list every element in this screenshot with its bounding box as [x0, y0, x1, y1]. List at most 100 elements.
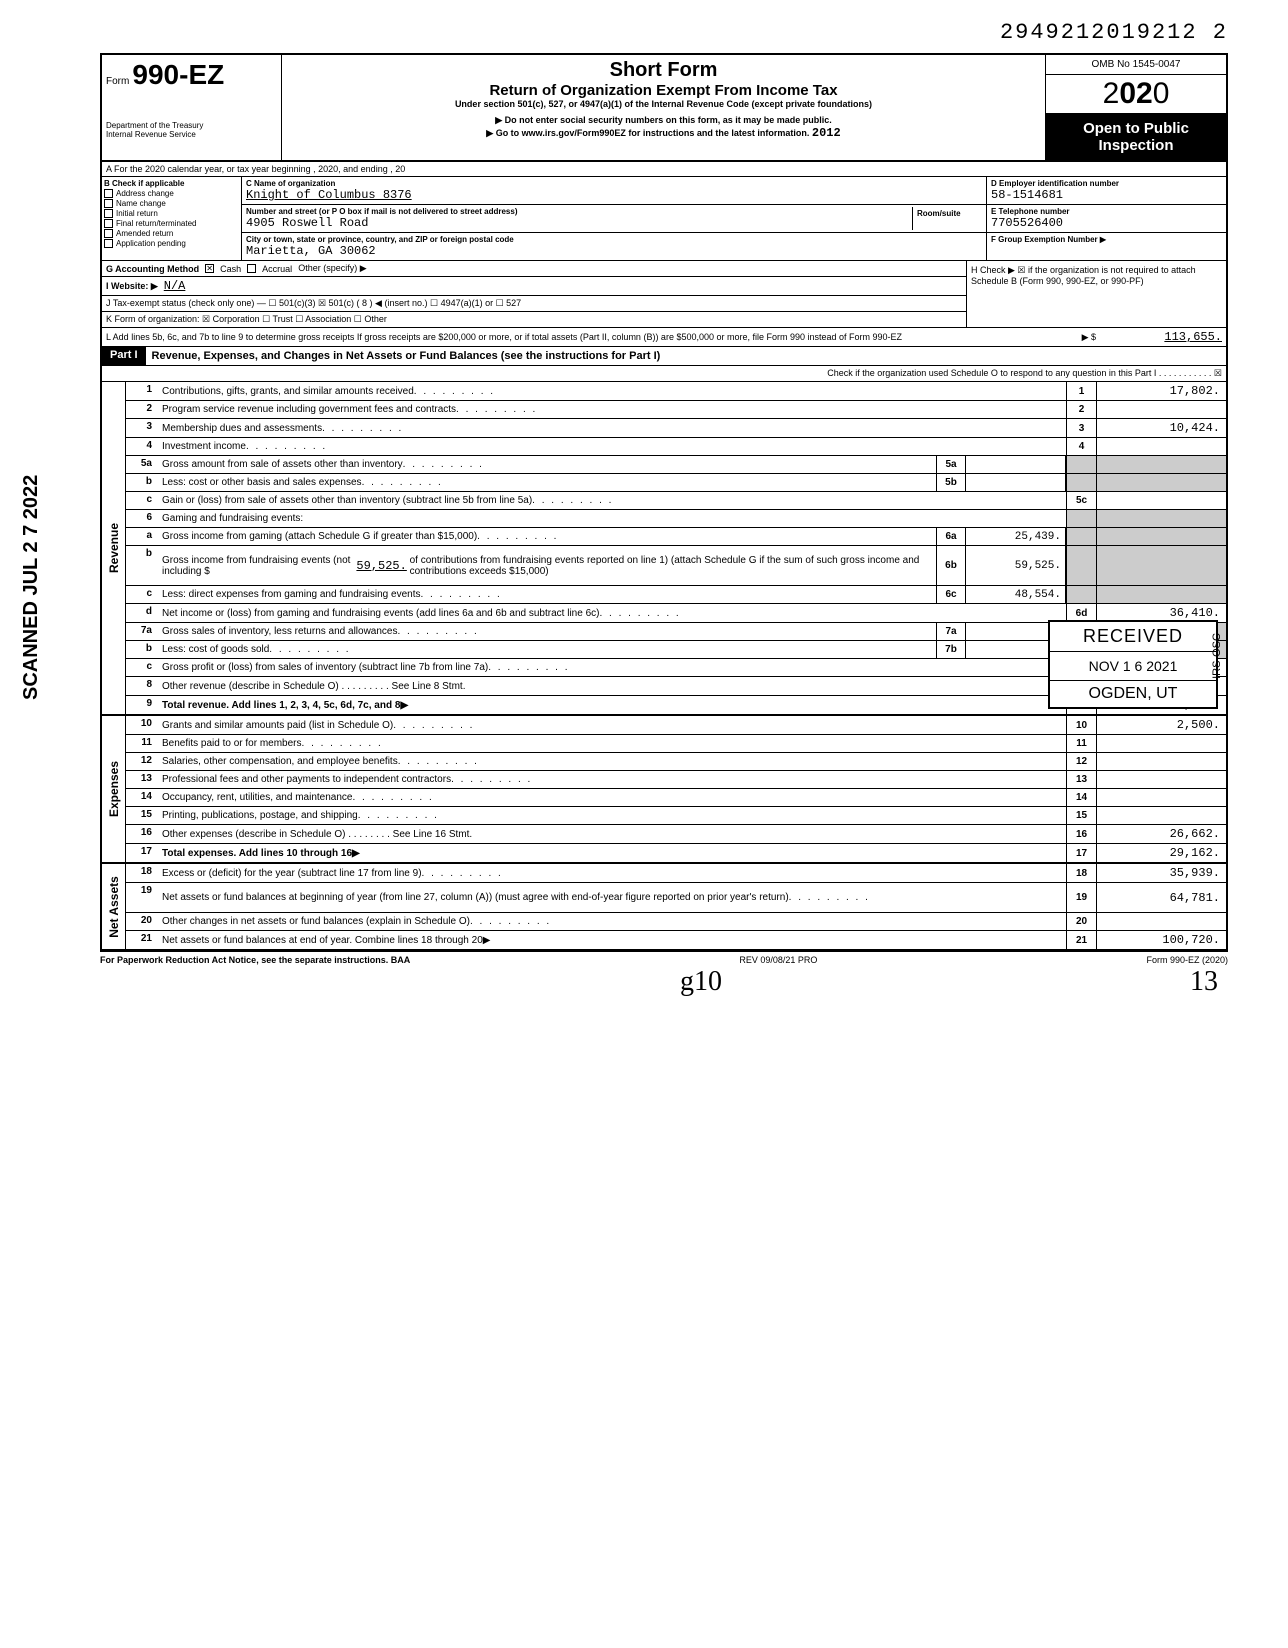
lbl-pending: Application pending [116, 239, 186, 248]
line-11-text: Benefits paid to or for members [158, 735, 1066, 752]
line-7c-text: Gross profit or (loss) from sales of inv… [158, 659, 1066, 676]
g-h-block: G Accounting Method Cash Accrual Other (… [100, 261, 1228, 328]
stamp-office: OGDEN, UT [1050, 681, 1216, 707]
form-number: 990-EZ [132, 59, 224, 90]
line-4-val [1096, 438, 1226, 455]
room-label: Room/suite [917, 209, 961, 218]
page-footer: For Paperwork Reduction Act Notice, see … [100, 951, 1228, 968]
line-1-text: Contributions, gifts, grants, and simila… [158, 382, 1066, 400]
line-11-val [1096, 735, 1226, 752]
chk-final-return[interactable] [104, 219, 113, 228]
open-to-public: Open to Public Inspection [1046, 114, 1226, 160]
line-5b-text: Less: cost or other basis and sales expe… [158, 474, 936, 491]
line-7b-text: Less: cost of goods sold [158, 641, 936, 658]
line-6-text: Gaming and fundraising events: [158, 510, 1066, 527]
l-value: 113,655. [1102, 330, 1222, 344]
line-10-val: 2,500. [1096, 716, 1226, 734]
col-b-header: B Check if applicable [104, 179, 239, 188]
l-gross-receipts: L Add lines 5b, 6c, and 7b to line 9 to … [100, 328, 1228, 347]
line-1-val: 17,802. [1096, 382, 1226, 400]
line-19-val: 64,781. [1096, 883, 1226, 912]
website: N/A [164, 279, 186, 293]
stamp-received: RECEIVED [1050, 622, 1216, 652]
lbl-amended: Amended return [116, 229, 173, 238]
city-label: City or town, state or province, country… [246, 235, 982, 244]
group-exemption-label: F Group Exemption Number ▶ [991, 235, 1222, 244]
line-17-val: 29,162. [1096, 844, 1226, 862]
line-5b-mval [966, 474, 1066, 491]
expenses-section: Expenses 10Grants and similar amounts pa… [100, 716, 1228, 864]
chk-pending[interactable] [104, 239, 113, 248]
chk-name-change[interactable] [104, 199, 113, 208]
lbl-accrual: Accrual [262, 264, 292, 274]
footer-mid: REV 09/08/21 PRO [739, 955, 817, 965]
line-14-val [1096, 789, 1226, 806]
line-12-text: Salaries, other compensation, and employ… [158, 753, 1066, 770]
line-15-text: Printing, publications, postage, and shi… [158, 807, 1066, 824]
chk-amended[interactable] [104, 229, 113, 238]
identity-block: B Check if applicable Address change Nam… [100, 177, 1228, 261]
line-5c-val [1096, 492, 1226, 509]
ein-label: D Employer identification number [991, 179, 1222, 188]
chk-cash[interactable] [205, 264, 214, 273]
h-schedule-b: H Check ▶ ☒ if the organization is not r… [966, 261, 1226, 327]
line-14-text: Occupancy, rent, utilities, and maintena… [158, 789, 1066, 806]
org-name-label: C Name of organization [246, 179, 982, 188]
line-3-text: Membership dues and assessments [158, 419, 1066, 437]
line-5a-mval [966, 456, 1066, 473]
line-2-text: Program service revenue including govern… [158, 401, 1066, 418]
org-city: Marietta, GA 30062 [246, 244, 982, 258]
chk-address-change[interactable] [104, 189, 113, 198]
handwritten-2: 13 [1190, 966, 1218, 998]
line-20-val [1096, 913, 1226, 930]
line-7a-text: Gross sales of inventory, less returns a… [158, 623, 936, 640]
line-6a-mval: 25,439. [966, 528, 1066, 545]
line-16-val: 26,662. [1096, 825, 1226, 843]
lbl-name-change: Name change [116, 199, 166, 208]
row-a-tax-year: A For the 2020 calendar year, or tax yea… [100, 162, 1228, 177]
line-6b-mval: 59,525. [966, 546, 1066, 585]
line-21-val: 100,720. [1096, 931, 1226, 949]
form-prefix: Form [106, 76, 129, 87]
ssn-warning: ▶ Do not enter social security numbers o… [290, 115, 1037, 126]
part1-header-row: Part I Revenue, Expenses, and Changes in… [100, 347, 1228, 366]
line-20-text: Other changes in net assets or fund bala… [158, 913, 1066, 930]
tax-year: 2020 [1046, 75, 1226, 114]
handwritten-1: g10 [680, 966, 722, 998]
line-17-text: Total expenses. Add lines 10 through 16 [158, 844, 1066, 862]
line-13-text: Professional fees and other payments to … [158, 771, 1066, 788]
form-title: Short Form [290, 59, 1037, 82]
line-10-text: Grants and similar amounts paid (list in… [158, 716, 1066, 734]
line-6d-text: Net income or (loss) from gaming and fun… [158, 604, 1066, 622]
line-3-val: 10,424. [1096, 419, 1226, 437]
part1-badge: Part I [102, 347, 146, 365]
col-b-checkboxes: B Check if applicable Address change Nam… [102, 177, 242, 260]
j-tax-status: J Tax-exempt status (check only one) — ☐… [102, 296, 966, 312]
lbl-final-return: Final return/terminated [116, 219, 196, 228]
footer-left: For Paperwork Reduction Act Notice, see … [100, 955, 410, 965]
k-org-form: K Form of organization: ☒ Corporation ☐ … [102, 312, 966, 327]
i-label: I Website: ▶ [106, 281, 158, 292]
line-18-val: 35,939. [1096, 864, 1226, 882]
document-id: 2949212019212 2 [100, 20, 1228, 45]
line-8-text: Other revenue (describe in Schedule O) .… [158, 677, 1066, 695]
footer-right: Form 990-EZ (2020) [1146, 955, 1228, 965]
lbl-cash: Cash [220, 264, 241, 274]
lbl-initial-return: Initial return [116, 209, 158, 218]
line-16-text: Other expenses (describe in Schedule O) … [158, 825, 1066, 843]
line-5c-text: Gain or (loss) from sale of assets other… [158, 492, 1066, 509]
under-section: Under section 501(c), 527, or 4947(a)(1)… [290, 99, 1037, 109]
form-subtitle: Return of Organization Exempt From Incom… [290, 82, 1037, 99]
chk-accrual[interactable] [247, 264, 256, 273]
phone-label: E Telephone number [991, 207, 1222, 216]
scan-stamp: SCANNED JUL 2 7 2022 [20, 475, 43, 700]
chk-initial-return[interactable] [104, 209, 113, 218]
org-address: 4905 Roswell Road [246, 216, 912, 230]
org-name: Knight of Columbus 8376 [246, 188, 982, 202]
line-4-text: Investment income [158, 438, 1066, 455]
addr-label: Number and street (or P O box if mail is… [246, 207, 912, 216]
line-6c-mval: 48,554. [966, 586, 1066, 603]
line-21-text: Net assets or fund balances at end of ye… [158, 931, 1066, 949]
lbl-address-change: Address change [116, 189, 174, 198]
department: Department of the Treasury Internal Reve… [106, 121, 277, 139]
